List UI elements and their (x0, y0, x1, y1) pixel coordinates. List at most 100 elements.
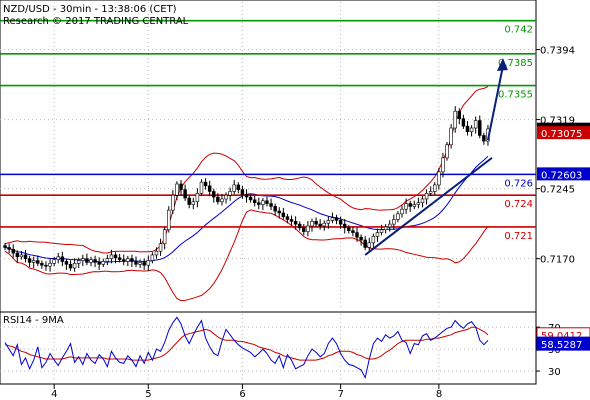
bollinger-upper (4, 86, 489, 254)
arrow-head (496, 58, 508, 71)
price-tick-label: 0.7394 (540, 46, 575, 57)
candle-body (252, 199, 257, 203)
candle-body (388, 223, 392, 228)
candle-body (44, 264, 48, 267)
candle-body (23, 254, 28, 259)
candle-body (396, 213, 400, 220)
price-panel-frame (0, 0, 537, 313)
candle-body (482, 135, 486, 142)
candle-body (48, 263, 52, 267)
rsi-tag-label: 59.0412 (541, 331, 582, 342)
candle-body (302, 227, 306, 232)
price-tick-label: 0.7170 (540, 255, 575, 266)
price-tag (537, 167, 590, 181)
candle-body (277, 210, 281, 214)
candle-body (224, 194, 228, 200)
candle-body (269, 203, 273, 207)
candle-body (314, 221, 318, 225)
candle-body (146, 260, 151, 266)
candle-body (392, 219, 396, 225)
candle-body (285, 216, 290, 220)
candle-body (138, 262, 142, 265)
candle-body (228, 191, 232, 196)
candle-body (167, 209, 171, 231)
candle-body (420, 198, 425, 203)
candle-body (437, 171, 441, 186)
candle-body (453, 110, 457, 129)
candle-body (375, 232, 380, 237)
price-tag (537, 126, 590, 140)
candle-body (72, 263, 77, 269)
level-label: 0.726 (504, 178, 533, 189)
candle-body (3, 245, 7, 248)
candle-body (216, 196, 220, 203)
candle-body (130, 258, 134, 262)
candle-body (11, 249, 15, 254)
candle-body (318, 223, 322, 227)
date-axis-labels: 4 5 6 7 8 (51, 389, 442, 400)
candle-body (412, 204, 417, 207)
candle-body (342, 223, 347, 229)
trendline-line (364, 157, 493, 256)
candle-body (355, 232, 359, 238)
rsi-line (4, 316, 489, 380)
candle-body (400, 208, 404, 215)
candle-body (27, 258, 32, 263)
candle-body (117, 257, 122, 260)
candle-body (322, 222, 326, 227)
candle-body (465, 125, 470, 133)
candle-body (121, 259, 126, 262)
candle-body (19, 254, 24, 258)
candle-body (183, 189, 187, 199)
candle-body (179, 183, 183, 190)
candle-body (383, 226, 388, 231)
price-tag-label: 0.73075 (541, 129, 582, 140)
candle-body (359, 236, 363, 241)
candle-body (330, 217, 335, 221)
price-tag-label: 0.72603 (541, 170, 582, 181)
candle-body (445, 144, 449, 159)
rsi-tick-label: 30 (548, 367, 561, 378)
candle-body (68, 263, 73, 269)
candle-body (408, 203, 412, 207)
date-tick-label: 5 (145, 389, 151, 400)
candle-body (89, 259, 93, 263)
candle-body (461, 118, 466, 127)
candle-body (363, 239, 367, 248)
candle-body (351, 230, 355, 233)
candle-body (171, 194, 175, 211)
candle-body (478, 120, 482, 136)
candle-body (85, 258, 89, 263)
candle-body (416, 202, 421, 205)
date-tick-label: 4 (51, 389, 57, 400)
candle-body (236, 184, 241, 190)
candle-body (334, 217, 339, 221)
candle-body (93, 259, 97, 263)
candle-body (457, 110, 462, 119)
price-axis-labels: 0.7394 0.7319 0.7245 0.7170 (540, 46, 575, 266)
date-tick-label: 7 (338, 389, 344, 400)
candle-body (195, 193, 200, 203)
level-label: 0.721 (504, 231, 533, 242)
candle-body (142, 262, 146, 266)
candle-body (158, 243, 163, 252)
candle-body (261, 200, 265, 205)
bollinger-lower (4, 209, 489, 302)
candle-body (154, 250, 159, 256)
arrow-shaft (486, 65, 504, 141)
candle-body (187, 197, 191, 205)
candle-body (97, 262, 101, 265)
candle-body (293, 221, 298, 225)
candle-body (371, 235, 376, 244)
candle-body (7, 247, 11, 250)
candle-body (199, 181, 204, 194)
candle-body (15, 252, 20, 258)
candle-body (441, 157, 445, 173)
candle-body (36, 260, 40, 264)
support-resistance-levels: 0.742 0.7385 0.7355 0.726 0.724 0.721 (0, 19, 536, 242)
candles (3, 106, 490, 272)
level-label: 0.7385 (498, 58, 533, 69)
bollinger-bands (4, 86, 489, 302)
